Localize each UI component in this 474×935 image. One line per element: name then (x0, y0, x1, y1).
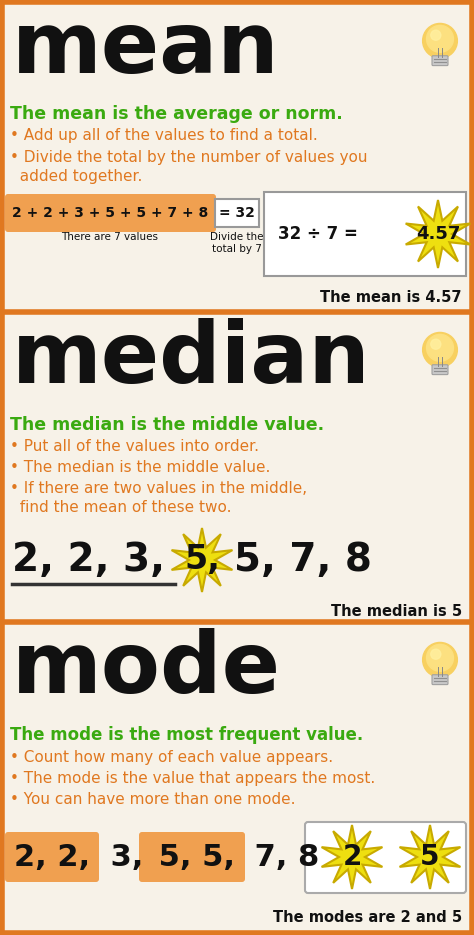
Text: • Put all of the values into order.: • Put all of the values into order. (10, 439, 259, 454)
Text: The median is the middle value.: The median is the middle value. (10, 416, 324, 434)
Text: • The mode is the value that appears the most.: • The mode is the value that appears the… (10, 771, 375, 786)
Text: • Count how many of each value appears.: • Count how many of each value appears. (10, 750, 333, 765)
Text: • Divide the total by the number of values you: • Divide the total by the number of valu… (10, 150, 367, 165)
Text: find the mean of these two.: find the mean of these two. (10, 500, 231, 515)
FancyBboxPatch shape (432, 675, 448, 684)
Circle shape (427, 644, 454, 671)
Text: 2, 2, 3,: 2, 2, 3, (12, 541, 165, 579)
FancyBboxPatch shape (264, 192, 466, 276)
Text: 5: 5 (420, 843, 440, 871)
Circle shape (431, 30, 441, 40)
Text: The mean is 4.57: The mean is 4.57 (320, 290, 462, 305)
Text: mean: mean (12, 8, 280, 91)
Polygon shape (406, 200, 470, 268)
FancyBboxPatch shape (5, 194, 216, 232)
FancyBboxPatch shape (215, 199, 259, 227)
FancyBboxPatch shape (305, 822, 466, 893)
Circle shape (431, 339, 441, 350)
Text: 2: 2 (342, 843, 362, 871)
Polygon shape (172, 528, 232, 592)
Text: mode: mode (12, 628, 281, 711)
Text: 7, 8: 7, 8 (244, 842, 319, 871)
FancyBboxPatch shape (432, 56, 448, 65)
Text: added together.: added together. (10, 169, 142, 184)
Text: • The median is the middle value.: • The median is the middle value. (10, 460, 270, 475)
Polygon shape (321, 825, 383, 889)
Text: median: median (12, 318, 371, 401)
Text: 4.57: 4.57 (416, 225, 460, 243)
Polygon shape (400, 825, 460, 889)
Text: The mean is the average or norm.: The mean is the average or norm. (10, 105, 343, 123)
Text: • You can have more than one mode.: • You can have more than one mode. (10, 792, 295, 807)
Text: • If there are two values in the middle,: • If there are two values in the middle, (10, 481, 307, 496)
Text: Divide the
total by 7: Divide the total by 7 (210, 232, 264, 253)
Circle shape (423, 642, 457, 677)
Text: 5,: 5, (184, 543, 220, 577)
Text: 2, 2,: 2, 2, (14, 842, 90, 871)
Text: The modes are 2 and 5: The modes are 2 and 5 (273, 910, 462, 925)
Circle shape (427, 25, 454, 52)
Circle shape (423, 333, 457, 367)
Text: 5, 5,: 5, 5, (148, 842, 236, 871)
Circle shape (427, 335, 454, 361)
Circle shape (431, 649, 441, 659)
Text: 2 + 2 + 3 + 5 + 5 + 7 + 8: 2 + 2 + 3 + 5 + 5 + 7 + 8 (12, 206, 208, 220)
Text: There are 7 values: There are 7 values (62, 232, 158, 242)
FancyBboxPatch shape (5, 832, 99, 882)
Text: 5, 7, 8: 5, 7, 8 (234, 541, 372, 579)
FancyBboxPatch shape (139, 832, 245, 882)
Text: The mode is the most frequent value.: The mode is the most frequent value. (10, 726, 363, 744)
Text: 3,: 3, (100, 842, 143, 871)
FancyBboxPatch shape (432, 365, 448, 375)
Text: • Add up all of the values to find a total.: • Add up all of the values to find a tot… (10, 128, 318, 143)
Text: = 32: = 32 (219, 206, 255, 220)
Text: 32 ÷ 7 =: 32 ÷ 7 = (278, 225, 358, 243)
Circle shape (423, 23, 457, 58)
Text: The median is 5: The median is 5 (331, 604, 462, 619)
